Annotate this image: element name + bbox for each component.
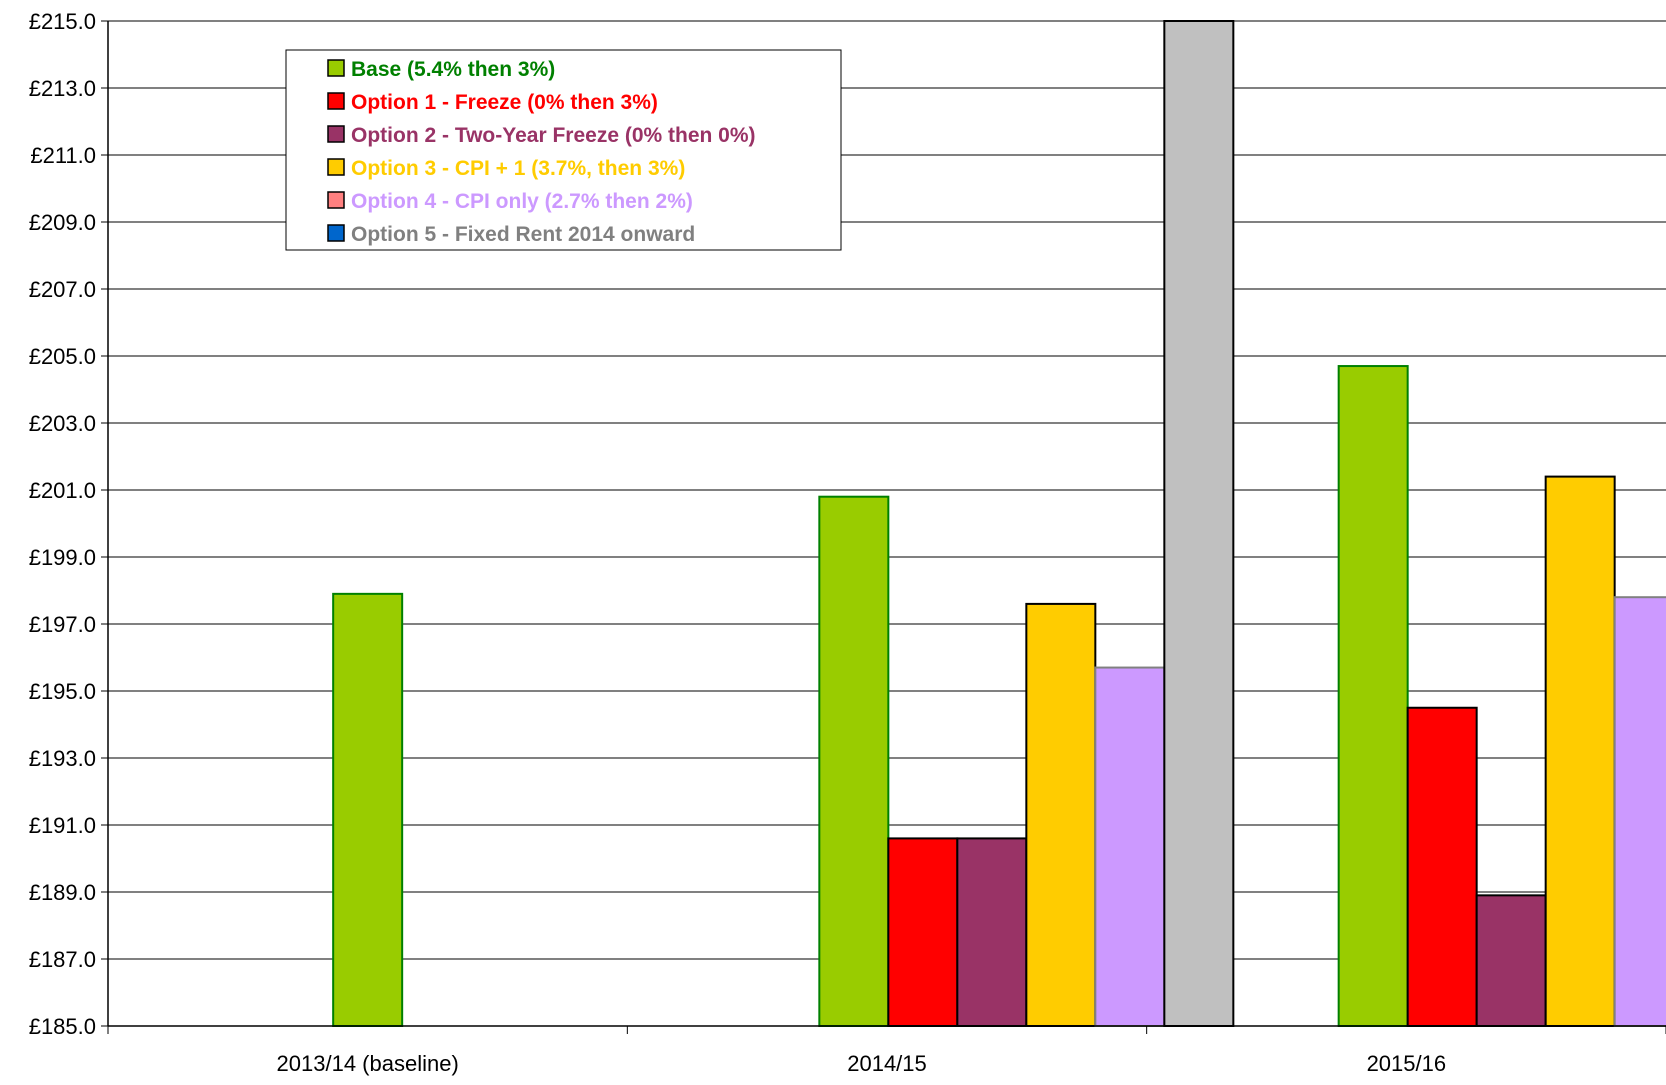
y-tick-label: £189.0 (29, 880, 96, 905)
y-tick-label: £205.0 (29, 344, 96, 369)
legend-box (285, 49, 842, 251)
legend-swatch (327, 191, 345, 209)
bar (1025, 602, 1097, 1028)
legend-entry: Option 4 - CPI only (2.7% then 2%) (351, 190, 693, 213)
legend-swatch (327, 92, 345, 110)
legend-swatch (327, 59, 345, 77)
y-tick-label: £195.0 (29, 679, 96, 704)
x-tick-label: 2014/15 (847, 1051, 927, 1076)
y-tick-label: £203.0 (29, 411, 96, 436)
legend-entry: Base (5.4% then 3%) (351, 58, 555, 81)
bar (332, 592, 404, 1027)
bar (1406, 706, 1478, 1027)
x-tick-label: 2013/14 (baseline) (277, 1051, 459, 1076)
y-tick-label: £201.0 (29, 478, 96, 503)
bar (818, 495, 890, 1027)
y-tick-label: £209.0 (29, 210, 96, 235)
y-tick-label: £215.0 (29, 9, 96, 34)
y-tick-label: £211.0 (30, 143, 96, 168)
legend-swatch (327, 224, 345, 242)
bars (332, 20, 1666, 1028)
y-tick-label: £213.0 (29, 76, 96, 101)
axes: £185.0 £187.0 £189.0 £191.0 £193.0 £195.0 £197… (29, 9, 1666, 1076)
bar (956, 837, 1028, 1028)
bar (1544, 475, 1616, 1028)
legend-swatch (327, 158, 345, 176)
bar (1613, 596, 1666, 1027)
legend-entry: Option 1 - Freeze (0% then 3%) (351, 91, 658, 114)
legend-entry: Option 5 - Fixed Rent 2014 onward (351, 223, 695, 246)
bar (1094, 666, 1166, 1027)
y-tick-label: £193.0 (29, 746, 96, 771)
y-tick-label: £207.0 (29, 277, 96, 302)
bar (1475, 894, 1547, 1027)
bar (1163, 20, 1235, 1027)
bar (1337, 365, 1409, 1027)
y-tick-label: £185.0 (29, 1014, 96, 1039)
legend-swatch (327, 125, 345, 143)
y-tick-label: £187.0 (29, 947, 96, 972)
legend-entry: Option 2 - Two-Year Freeze (0% then 0%) (351, 124, 756, 147)
y-tick-label: £197.0 (29, 612, 96, 637)
y-tick-label: £199.0 (29, 545, 96, 570)
x-tick-label: 2015/16 (1367, 1051, 1447, 1076)
y-tick-label: £191.0 (29, 813, 96, 838)
legend-entry: Option 3 - CPI + 1 (3.7%, then 3%) (351, 157, 685, 180)
legend: Base (5.4% then 3%) Option 1 - Freeze (0%… (285, 49, 842, 251)
bar (887, 837, 959, 1028)
